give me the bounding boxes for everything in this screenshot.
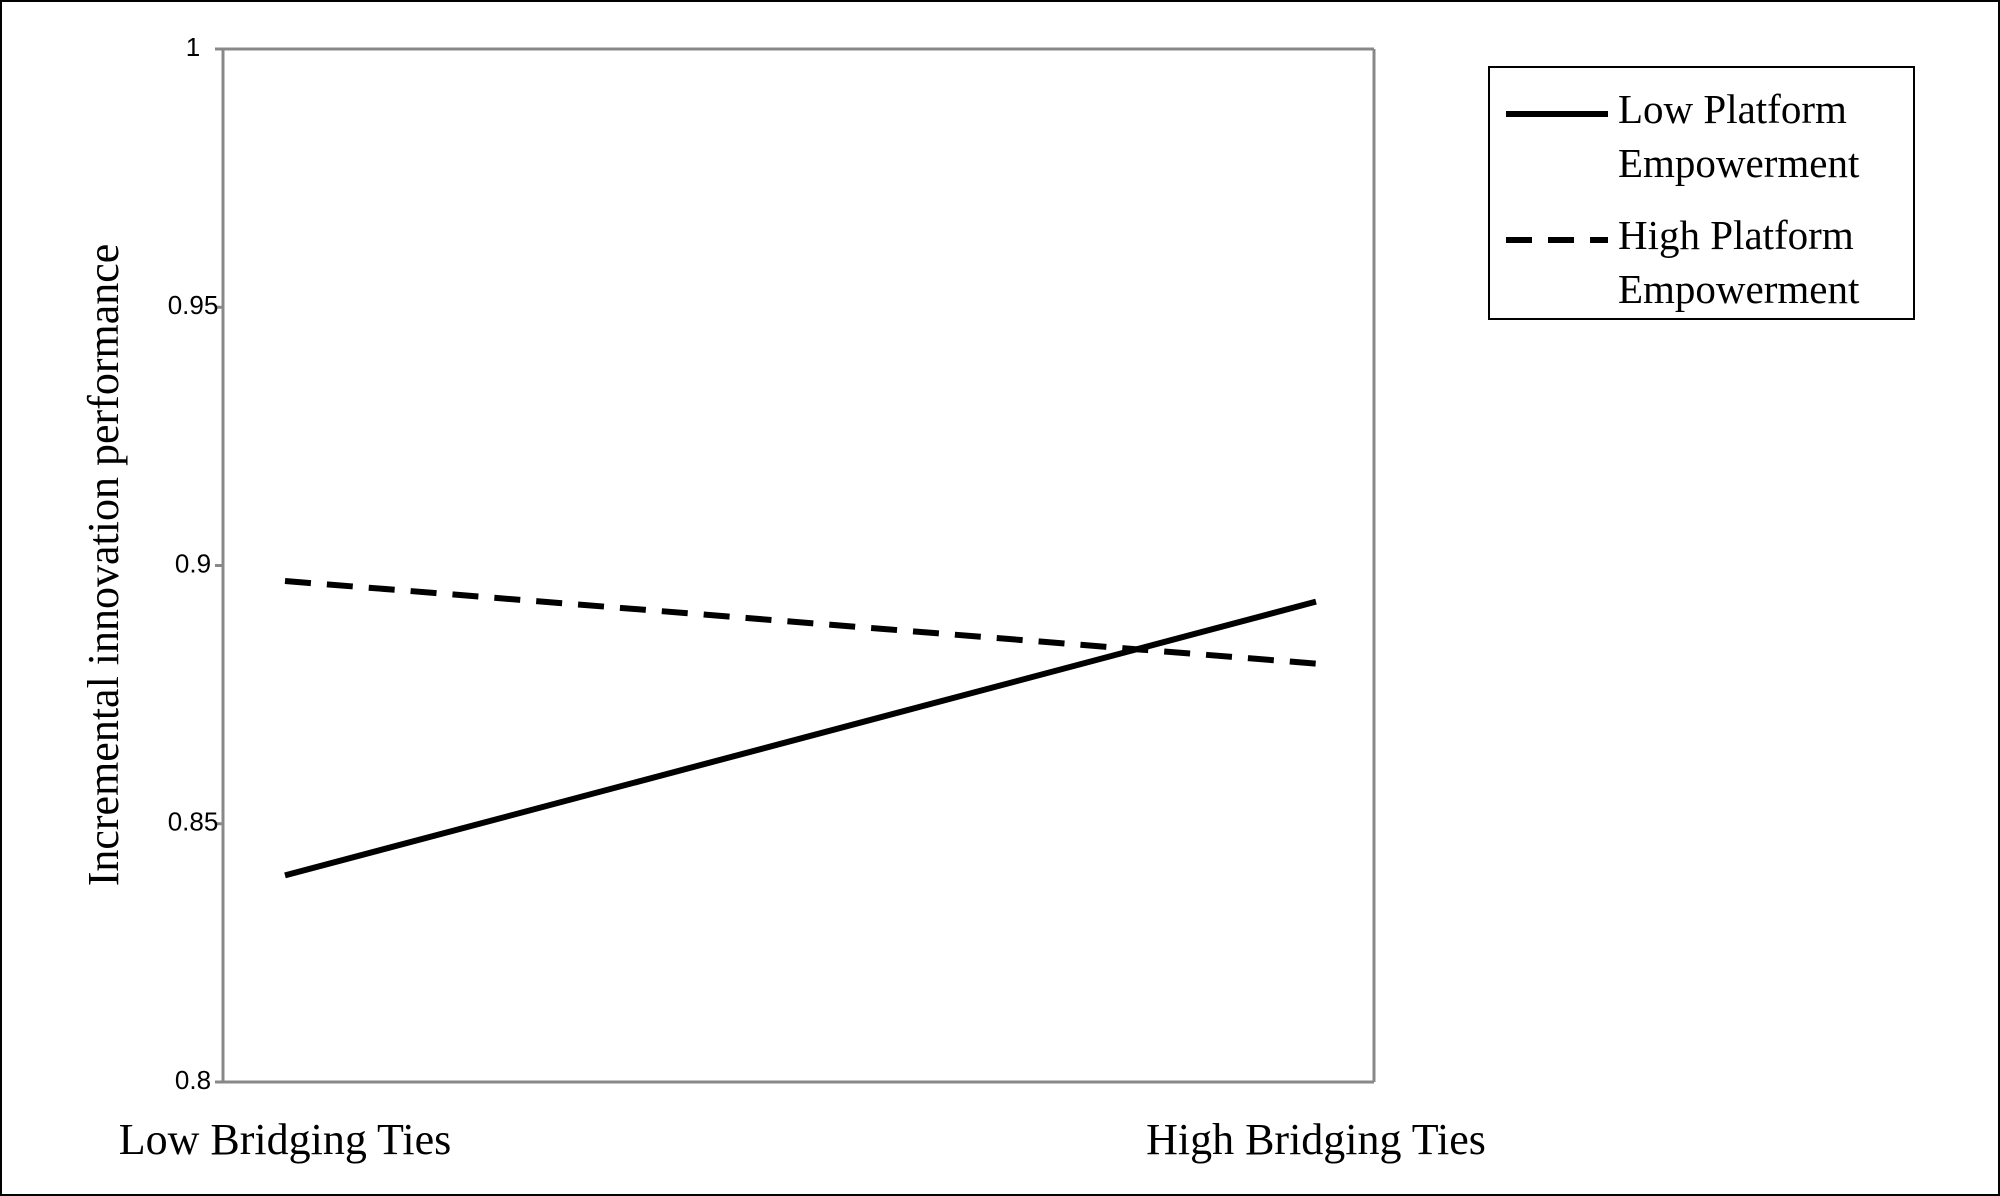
y-tick-label: 0.85 bbox=[168, 807, 219, 837]
y-tick-label: 0.8 bbox=[175, 1065, 211, 1095]
x-tick-label: Low Bridging Ties bbox=[119, 1115, 452, 1164]
y-axis-label: Incremental innovation performance bbox=[79, 244, 128, 887]
legend-label: Low Platform Empowerment bbox=[1618, 86, 1860, 186]
y-tick-label: 0.9 bbox=[175, 548, 211, 578]
legend-item: Low Platform Empowerment bbox=[1502, 82, 1908, 190]
series-line bbox=[284, 598, 1317, 879]
legend-swatch bbox=[1506, 237, 1608, 243]
legend-swatch bbox=[1506, 111, 1608, 117]
legend-label: High Platform Empowerment bbox=[1618, 212, 1860, 312]
x-tick-label: High Bridging Ties bbox=[1146, 1115, 1486, 1164]
legend-item: High Platform Empowerment bbox=[1502, 208, 1908, 316]
y-tick-label: 0.95 bbox=[168, 290, 219, 320]
y-tick-label: 1 bbox=[186, 32, 200, 62]
series-line bbox=[284, 578, 1317, 667]
legend: Low Platform Empowerment High Platform Em… bbox=[1488, 66, 1915, 320]
